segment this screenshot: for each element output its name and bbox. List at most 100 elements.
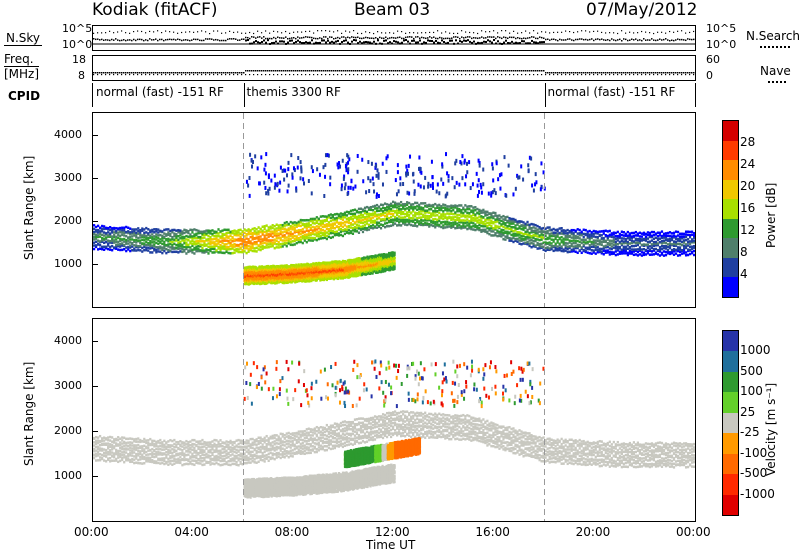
power-cell <box>335 212 339 216</box>
power-cell <box>576 239 579 243</box>
power-cell <box>644 243 648 247</box>
power-cell <box>578 249 581 252</box>
power-cell <box>432 218 435 221</box>
freq-point <box>495 70 497 72</box>
power-cell <box>642 243 646 246</box>
power-cell <box>315 225 318 228</box>
power-cell <box>674 235 678 238</box>
power-cell <box>614 240 617 244</box>
power-cell <box>347 221 351 225</box>
power-cell <box>391 212 395 216</box>
power-cell <box>508 231 511 234</box>
power-cell <box>243 243 246 247</box>
nave-point <box>501 74 503 76</box>
freq-point <box>537 70 539 72</box>
power-cell <box>269 234 272 237</box>
power-cell <box>610 252 613 256</box>
power-cell <box>500 230 503 234</box>
power-cell <box>576 232 579 235</box>
power-cell <box>185 229 188 232</box>
power-cell <box>596 230 599 234</box>
power-cell <box>514 239 517 242</box>
power-cell <box>261 230 264 234</box>
power-cell <box>377 205 381 208</box>
noise-sky-dense-point <box>413 39 415 42</box>
power-cell <box>654 251 658 254</box>
power-cell <box>345 217 349 220</box>
power-cell <box>590 249 593 252</box>
noise-search-point <box>541 31 543 33</box>
noise-sky-point <box>683 39 685 41</box>
power-cell <box>412 206 415 209</box>
power-cell <box>548 237 551 240</box>
power-cell <box>285 236 288 239</box>
freq-point <box>683 72 685 74</box>
power-cell <box>452 212 455 216</box>
power-cell <box>516 240 519 243</box>
noise-search-point <box>569 31 571 33</box>
power-cell <box>554 228 557 232</box>
power-cell <box>460 209 463 212</box>
power-cell <box>389 215 393 219</box>
power-cell <box>167 240 170 243</box>
power-cell <box>580 251 583 255</box>
power-cell <box>111 227 114 230</box>
power-cell <box>257 244 260 247</box>
power-cell <box>217 242 220 245</box>
power-cell <box>367 228 371 231</box>
power-cell <box>195 240 198 243</box>
power-cell <box>155 246 158 249</box>
power-cell <box>532 242 535 246</box>
power-cell <box>227 235 230 239</box>
power-cell <box>676 247 680 251</box>
freq-point <box>251 70 253 72</box>
power-cell <box>646 233 650 237</box>
power-cell <box>416 220 419 224</box>
freq-point <box>407 70 409 72</box>
power-cell <box>496 215 499 219</box>
power-cell <box>315 231 318 234</box>
power-cell <box>514 226 517 230</box>
power-cell <box>351 229 355 232</box>
noise-search-point <box>177 32 179 34</box>
noise-sky-point <box>265 37 267 40</box>
power-cell <box>644 253 648 256</box>
noise-search-point <box>317 30 319 32</box>
freq-point <box>527 70 529 72</box>
power-cell <box>478 208 481 212</box>
power-cell <box>430 207 433 211</box>
power-cell <box>185 238 188 241</box>
power-cell <box>494 232 497 235</box>
noise-search-point <box>329 30 331 32</box>
noise-search-point <box>425 32 427 34</box>
power-cell <box>642 247 646 251</box>
freq-point <box>311 70 313 72</box>
noise-sky-point <box>395 37 397 39</box>
power-cell <box>193 228 196 231</box>
power-cell <box>532 223 535 226</box>
power-cell <box>458 204 461 207</box>
power-cell <box>426 204 429 207</box>
power-cell <box>568 231 571 234</box>
noise-sky-point <box>377 37 379 40</box>
nave-point <box>145 74 147 76</box>
power-cell <box>528 242 531 245</box>
power-cell <box>438 224 441 228</box>
power-cell <box>359 227 363 230</box>
power-cell <box>121 242 124 245</box>
freq-point <box>101 72 103 74</box>
power-cell <box>279 232 282 236</box>
noise-search-point <box>321 30 323 32</box>
freq-point <box>681 72 683 74</box>
power-cell <box>650 239 654 242</box>
power-cell <box>576 228 579 231</box>
power-cell <box>347 216 351 220</box>
power-cell <box>568 229 571 233</box>
power-cell <box>408 213 411 217</box>
power-cell <box>93 224 96 227</box>
power-cell <box>389 209 393 212</box>
noise-search-point <box>437 30 439 32</box>
noise-sky-dense-point <box>387 42 389 45</box>
power-cell <box>448 208 451 211</box>
noise-sky-point <box>503 36 505 38</box>
